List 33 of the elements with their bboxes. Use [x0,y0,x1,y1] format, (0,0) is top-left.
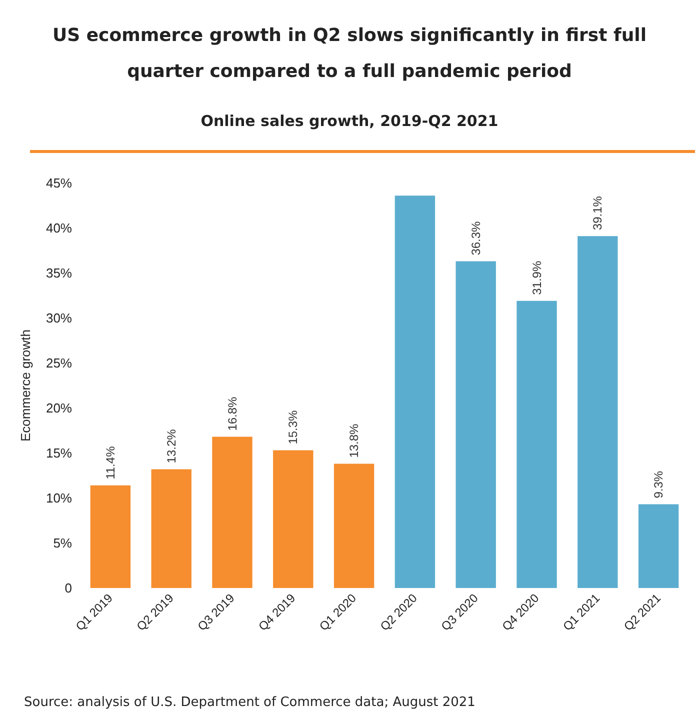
y-tick-label: 15% [46,446,72,460]
data-label: 16.8% [225,396,240,431]
y-tick-label: 45% [46,176,72,190]
bar [273,450,314,588]
data-label: 39.1% [590,196,605,230]
y-tick-label: 30% [46,310,72,326]
bar [334,464,374,588]
y-tick-label: 10% [46,490,72,506]
bar [456,261,496,588]
bar [394,196,436,588]
bar [638,504,679,588]
chart-title: US ecommerce growth in Q2 slows significantly in first full quarter compared to a full pandemic period [51,24,648,84]
data-label: 13.8% [347,423,362,458]
bar [212,436,252,588]
y-tick-label: 20% [46,400,72,416]
data-label: 11.4% [103,446,118,480]
data-label: 36.3% [468,220,483,256]
y-tick-label: 25% [46,356,72,370]
data-label: 15.3% [286,410,300,444]
data-label: 13.2% [164,428,178,464]
source-note: Source: analysis of U.S. Department of Commerce data; August 2021 [24,695,476,710]
y-tick-label: 35% [46,266,72,280]
bar [151,469,192,588]
bar [90,485,131,588]
y-tick-label: 5% [53,536,72,550]
y-axis-title: Ecommerce growth [18,330,33,442]
bar [516,300,557,588]
data-label: 9.3% [652,470,666,498]
data-label: 31.9% [530,260,544,295]
chart-subtitle: Online sales growth, 2019-Q2 2021 [200,112,500,130]
y-tick-label: 0 [64,580,72,596]
bar [578,236,618,588]
y-tick-label: 40% [46,220,72,236]
